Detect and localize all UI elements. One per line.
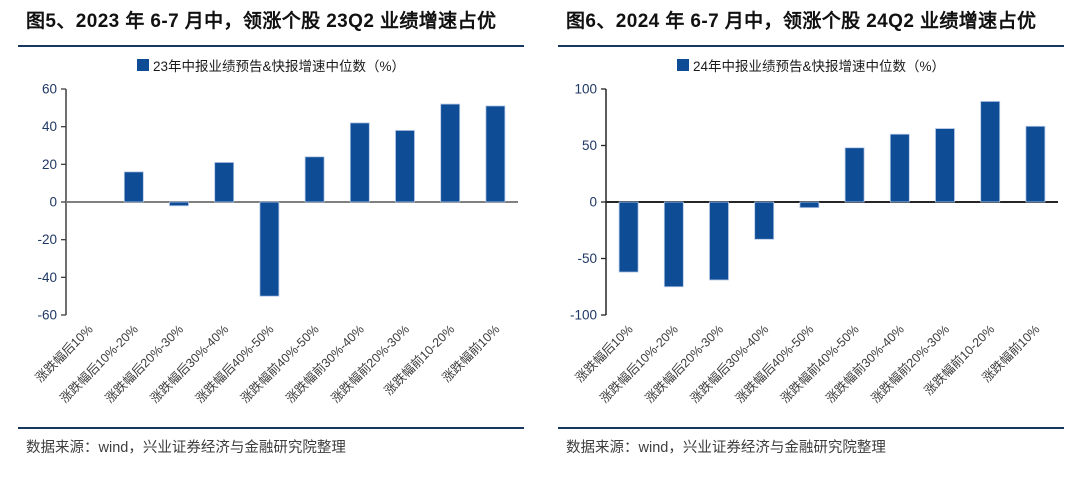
x-category-label: 涨跌幅前30%-40% [823,322,907,406]
bar [349,122,370,203]
source-note: 数据来源：wind，兴业证券经济与金融研究院整理 [566,439,886,456]
x-category-label: 涨跌幅后40%-50% [732,322,816,406]
y-tick-label: -40 [37,270,57,285]
legend-swatch-icon [136,59,149,71]
source-divider [558,427,1064,429]
x-category-label: 涨跌幅后30%-40% [147,322,231,406]
bar [485,105,506,203]
figure-6-plot: 100500-50-100涨跌幅后10%涨跌幅后10%-20%涨跌幅后20%-3… [570,82,1058,406]
figure-6-panel: 图6、2024 年 6-7 月中，领涨个股 24Q2 业绩增速占优 24年中报业… [540,0,1080,495]
x-category-label: 涨跌幅前20%-30% [328,322,412,406]
y-tick-label: 20 [42,157,57,172]
legend-swatch-icon [676,59,689,71]
figure-5-panel: 图5、2023 年 6-7 月中，领涨个股 23Q2 业绩增速占优 23年中报业… [18,11,524,456]
bar [663,201,684,288]
figure-5-plot: 6040200-20-40-60涨跌幅后10%涨跌幅后10%-20%涨跌幅后20… [32,82,518,406]
x-category-label: 涨跌幅后10%-20% [597,322,681,406]
bar [169,201,189,207]
bar [844,147,865,203]
title-divider [558,44,1064,47]
y-tick-label: 50 [582,138,597,153]
figure-6-title: 图6、2024 年 6-7 月中，领涨个股 24Q2 业绩增速占优 [566,11,1037,32]
bar [123,171,144,203]
x-category-label: 涨跌幅前30%-40% [283,322,367,406]
source-divider [18,427,524,429]
legend: 23年中报业绩预告&快报增速中位数（%） [18,55,524,75]
x-category-label: 涨跌幅后10%-20% [57,322,141,406]
y-tick-label: 100 [574,82,597,97]
figure-5-title: 图5、2023 年 6-7 月中，领涨个股 23Q2 业绩增速占优 [26,11,497,32]
x-category-label: 涨跌幅后40%-50% [192,322,276,406]
y-tick-label: -20 [37,232,57,247]
y-tick-label: 0 [49,195,57,210]
bar [889,133,910,203]
bar [1025,125,1046,203]
y-tick-label: -60 [37,308,57,323]
bar [259,201,280,297]
x-category-label: 涨跌幅后30%-40% [687,322,771,406]
source-note: 数据来源：wind，兴业证券经济与金融研究院整理 [26,439,346,456]
bar [935,128,955,203]
bar [304,156,325,203]
x-category-label: 涨跌幅前40%-50% [777,322,861,406]
bar [709,201,729,281]
title-divider [18,44,524,47]
bar [799,201,820,209]
bar [440,103,461,203]
legend-label: 24年中报业绩预告&快报增速中位数（%） [692,59,946,74]
x-category-label: 涨跌幅前40%-50% [237,322,321,406]
bar [980,101,1001,203]
bar [618,201,639,273]
x-category-label: 涨跌幅后20%-30% [642,322,726,406]
y-tick-label: 0 [589,195,597,210]
y-tick-label: -50 [577,251,597,266]
x-category-label: 涨跌幅后20%-30% [102,322,186,406]
x-category-label: 涨跌幅前20%-30% [868,322,952,406]
legend: 24年中报业绩预告&快报增速中位数（%） [558,55,1064,75]
y-tick-label: 40 [42,119,57,134]
bar [395,130,415,203]
bar [754,201,775,240]
figure-6-chart: 24年中报业绩预告&快报增速中位数（%） 100 50 0 -50 -100 涨跌幅后10… [558,47,1064,427]
y-tick-label: 60 [42,82,57,97]
y-tick-label: -100 [570,308,597,323]
bar [214,162,235,203]
legend-label: 23年中报业绩预告&快报增速中位数（%） [152,59,406,74]
figure-5-chart: 23年中报业绩预告&快报增速中位数（%） 60 40 20 0 -20 -40 -60 涨跌幅… [18,47,524,427]
